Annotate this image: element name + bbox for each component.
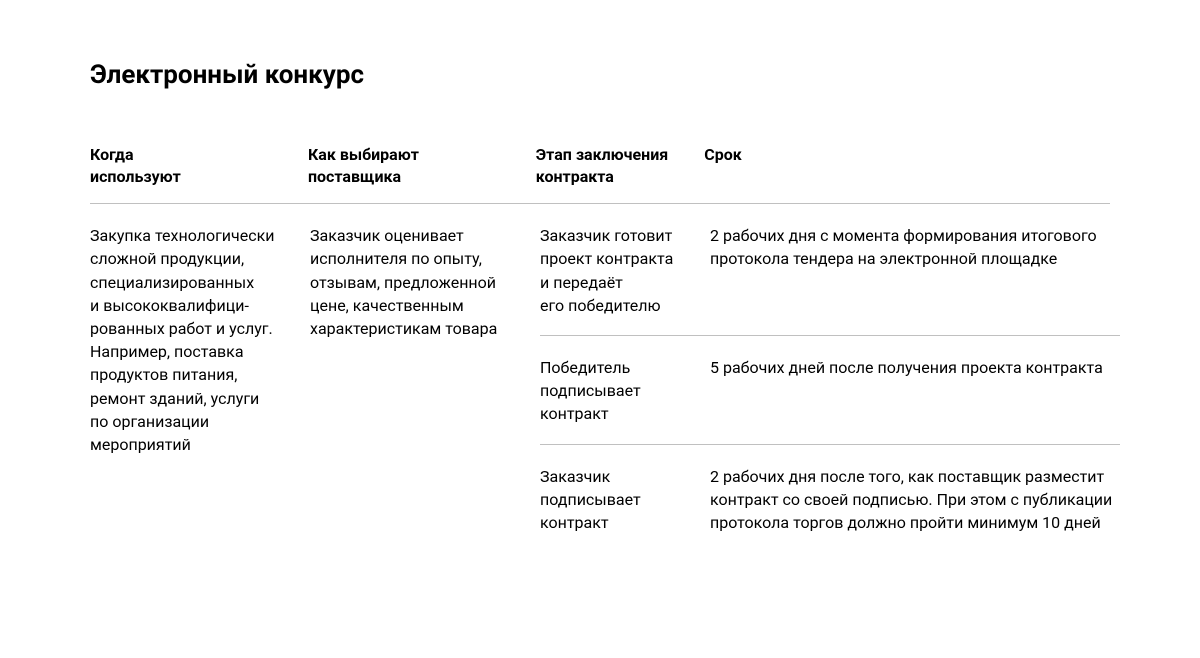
table-header-row: Когдаиспользуют Как выбираютпоставщика Э… [90, 144, 1110, 204]
stage-text: Заказчик готовит проект контракта и пере… [540, 224, 710, 317]
stage-row: Заказчик готовит проект контракта и пере… [540, 204, 1120, 336]
stage-row: Заказчик подписывает контракт 2 рабочих … [540, 445, 1120, 535]
header-how-chosen: Как выбираютпоставщика [308, 144, 536, 187]
table-body: Закупка технологически сложной продукции… [90, 204, 1110, 534]
header-when-used: Когдаиспользуют [90, 144, 308, 187]
header-term: Срок [704, 144, 1110, 187]
term-text: 2 рабочих дня после того, как поставщик … [710, 465, 1120, 535]
stage-text: Заказчик подписывает контракт [540, 465, 710, 535]
info-table: Когдаиспользуют Как выбираютпоставщика Э… [90, 144, 1110, 534]
page-title: Электронный конкурс [90, 60, 1110, 90]
stage-text: Победитель подписывает контракт [540, 356, 710, 426]
stages-list: Заказчик готовит проект контракта и пере… [540, 204, 1120, 534]
how-chosen-text: Заказчик оценивает исполнителя по опыту,… [310, 224, 540, 534]
table-left-block: Закупка технологически сложной продукции… [90, 204, 540, 534]
stage-row: Победитель подписывает контракт 5 рабочи… [540, 336, 1120, 445]
term-text: 2 рабочих дня с момента формирования ито… [710, 224, 1120, 317]
header-contract-stage: Этап заключенияконтракта [536, 144, 704, 187]
term-text: 5 рабочих дней после получения проекта к… [710, 356, 1120, 426]
when-used-text: Закупка технологически сложной продукции… [90, 224, 310, 534]
